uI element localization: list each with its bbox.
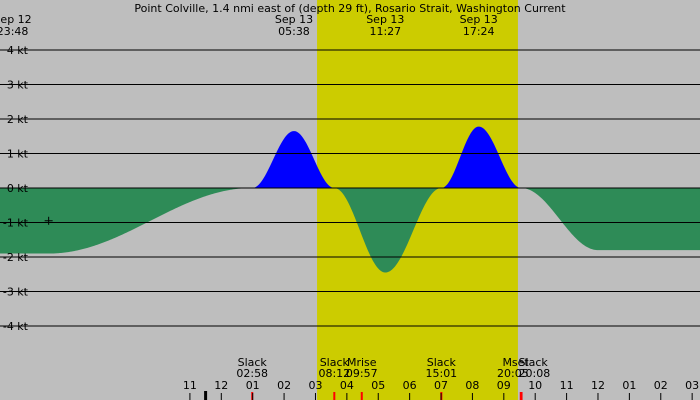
ebb-area: [0, 188, 700, 273]
hour-tick-label: 06: [403, 379, 417, 392]
event-time: 20:05: [497, 367, 529, 380]
y-tick-label: -2 kt: [3, 251, 29, 264]
event-time: 15:01: [425, 367, 457, 380]
current-areas: [0, 126, 700, 273]
y-tick-label: 3 kt: [7, 79, 29, 92]
bottom-event-labels: Slack02:58Slack08:12Mrise09:57Slack15:01…: [236, 356, 550, 400]
y-tick-label: 4 kt: [7, 44, 29, 57]
hour-tick-label: 11: [183, 379, 197, 392]
top-time-label: 17:24: [463, 25, 495, 38]
top-date-label: Sep 13: [366, 13, 404, 26]
top-time-label: 11:27: [369, 25, 401, 38]
hour-tick-labels: 1112010203040506070809101112010203040506…: [183, 379, 699, 400]
hour-tick-label: 01: [246, 379, 260, 392]
y-tick-label: -4 kt: [3, 320, 29, 333]
y-tick-label: 0 kt: [7, 182, 29, 195]
top-date-label: Sep 13: [275, 13, 313, 26]
hour-tick-label: 11: [560, 379, 574, 392]
hour-tick-label: 01: [622, 379, 636, 392]
top-date-label: Sep 12: [0, 13, 32, 26]
event-label: Mset: [502, 356, 529, 369]
y-tick-label: 1 kt: [7, 148, 29, 161]
event-time: 20:08: [519, 367, 551, 380]
hour-tick-label: 12: [214, 379, 228, 392]
event-time: 02:58: [236, 367, 268, 380]
y-axis-labels: 4 kt 3 kt 2 kt 1 kt 0 kt -1 kt -2 kt -3 kt -4 kt: [3, 44, 29, 333]
top-time-label: 05:38: [278, 25, 310, 38]
top-time-label: 23:48: [0, 25, 28, 38]
grid-lines: [0, 49, 700, 327]
y-tick-label: -3 kt: [3, 286, 29, 299]
y-tick-label: -1 kt: [3, 217, 29, 230]
hour-tick-label: 08: [465, 379, 479, 392]
top-date-label: Sep 13: [460, 13, 498, 26]
hour-tick-label: 02: [654, 379, 668, 392]
event-time: 09:57: [346, 367, 378, 380]
hour-tick-label: 03: [685, 379, 699, 392]
hour-tick-label: 04: [340, 379, 354, 392]
hour-tick-label: 03: [308, 379, 322, 392]
hour-tick-label: 02: [277, 379, 291, 392]
hour-tick-label: 12: [591, 379, 605, 392]
event-label: Slack: [519, 356, 549, 369]
event-time: 08:12: [318, 367, 350, 380]
hour-tick-label: 10: [528, 379, 542, 392]
current-marker: [44, 216, 53, 225]
event-label: Slack: [320, 356, 350, 369]
chart-title: Point Colville, 1.4 nmi east of (depth 2…: [134, 2, 566, 15]
hour-tick-label: 05: [371, 379, 385, 392]
hour-tick-label: 09: [497, 379, 511, 392]
event-label: Slack: [427, 356, 457, 369]
event-label: Slack: [238, 356, 268, 369]
y-tick-label: 2 kt: [7, 113, 29, 126]
hour-tick-label: 07: [434, 379, 448, 392]
event-label: Mrise: [347, 356, 377, 369]
